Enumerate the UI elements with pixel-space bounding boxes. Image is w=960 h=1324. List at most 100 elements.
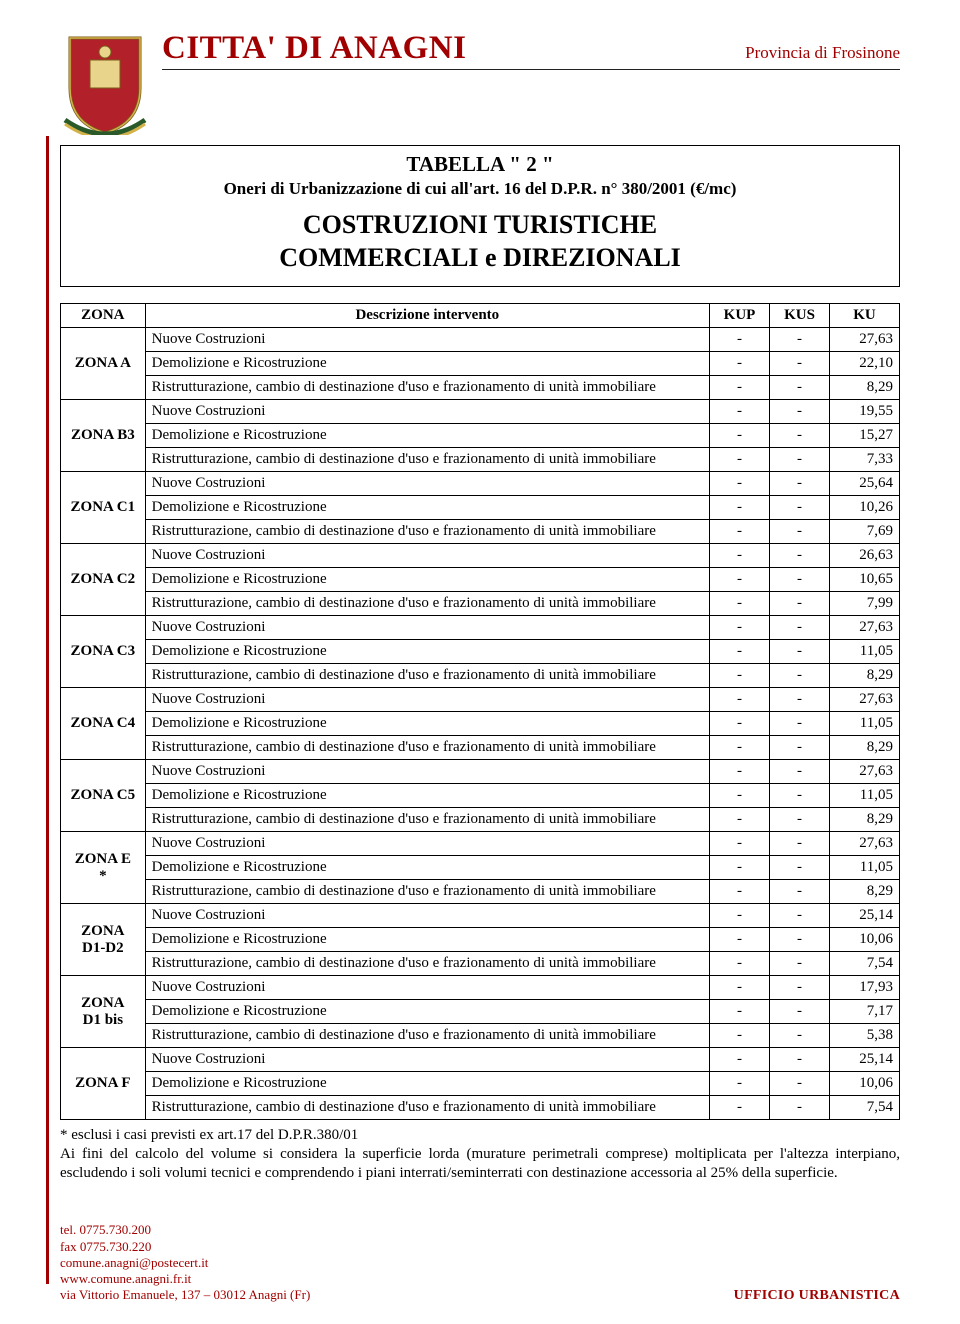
- desc-cell: Nuove Costruzioni: [145, 760, 709, 784]
- province-label: Provincia di Frosinone: [745, 43, 900, 63]
- desc-cell: Ristrutturazione, cambio di destinazione…: [145, 952, 709, 976]
- ku-cell: 11,05: [830, 640, 900, 664]
- kup-cell: -: [710, 712, 770, 736]
- kus-cell: -: [770, 328, 830, 352]
- footnote-line2: Ai fini del calcolo del volume si consid…: [60, 1146, 900, 1181]
- ku-cell: 22,10: [830, 352, 900, 376]
- table-title-box: TABELLA " 2 " Oneri di Urbanizzazione di…: [60, 145, 900, 287]
- desc-cell: Ristrutturazione, cambio di destinazione…: [145, 520, 709, 544]
- kup-cell: -: [710, 1024, 770, 1048]
- desc-cell: Ristrutturazione, cambio di destinazione…: [145, 376, 709, 400]
- kus-cell: -: [770, 544, 830, 568]
- kus-cell: -: [770, 1000, 830, 1024]
- zone-name-cell: ZONA E *: [61, 832, 146, 904]
- table-row: Demolizione e Ricostruzione--11,05: [61, 640, 900, 664]
- desc-cell: Nuove Costruzioni: [145, 328, 709, 352]
- table-header-row: ZONA Descrizione intervento KUP KUS KU: [61, 304, 900, 328]
- table-row: Demolizione e Ricostruzione--11,05: [61, 784, 900, 808]
- desc-cell: Demolizione e Ricostruzione: [145, 640, 709, 664]
- footer-fax: fax 0775.730.220: [60, 1239, 310, 1255]
- table-row: ZONA E *Nuove Costruzioni--27,63: [61, 832, 900, 856]
- kus-cell: -: [770, 520, 830, 544]
- ku-cell: 27,63: [830, 832, 900, 856]
- ku-cell: 8,29: [830, 736, 900, 760]
- page-header: CITTA' DI ANAGNI Provincia di Frosinone: [60, 30, 900, 135]
- ku-cell: 7,54: [830, 952, 900, 976]
- desc-cell: Demolizione e Ricostruzione: [145, 928, 709, 952]
- ku-cell: 11,05: [830, 856, 900, 880]
- ku-cell: 5,38: [830, 1024, 900, 1048]
- kus-cell: -: [770, 424, 830, 448]
- kus-cell: -: [770, 712, 830, 736]
- ku-cell: 19,55: [830, 400, 900, 424]
- desc-cell: Nuove Costruzioni: [145, 832, 709, 856]
- footnote-block: * esclusi i casi previsti ex art.17 del …: [60, 1126, 900, 1182]
- ku-cell: 10,65: [830, 568, 900, 592]
- table-row: Ristrutturazione, cambio di destinazione…: [61, 592, 900, 616]
- desc-cell: Nuove Costruzioni: [145, 904, 709, 928]
- kus-cell: -: [770, 496, 830, 520]
- city-crest-icon: [60, 30, 150, 135]
- kup-cell: -: [710, 640, 770, 664]
- zone-name-cell: ZONA C3: [61, 616, 146, 688]
- footnote-line1: * esclusi i casi previsti ex art.17 del …: [60, 1127, 358, 1143]
- kup-cell: -: [710, 424, 770, 448]
- desc-cell: Demolizione e Ricostruzione: [145, 424, 709, 448]
- desc-cell: Demolizione e Ricostruzione: [145, 568, 709, 592]
- kup-cell: -: [710, 976, 770, 1000]
- desc-cell: Nuove Costruzioni: [145, 688, 709, 712]
- kus-cell: -: [770, 760, 830, 784]
- table-row: Demolizione e Ricostruzione--10,06: [61, 928, 900, 952]
- footer-addr: via Vittorio Emanuele, 137 – 03012 Anagn…: [60, 1287, 310, 1303]
- ku-cell: 8,29: [830, 664, 900, 688]
- desc-cell: Demolizione e Ricostruzione: [145, 496, 709, 520]
- kup-cell: -: [710, 1000, 770, 1024]
- table-row: Demolizione e Ricostruzione--10,06: [61, 1072, 900, 1096]
- col-desc: Descrizione intervento: [145, 304, 709, 328]
- kup-cell: -: [710, 520, 770, 544]
- kus-cell: -: [770, 688, 830, 712]
- ku-cell: 8,29: [830, 880, 900, 904]
- ku-cell: 10,26: [830, 496, 900, 520]
- kus-cell: -: [770, 352, 830, 376]
- kus-cell: -: [770, 976, 830, 1000]
- ku-cell: 25,14: [830, 1048, 900, 1072]
- table-name: TABELLA " 2 ": [71, 152, 889, 177]
- kus-cell: -: [770, 808, 830, 832]
- kup-cell: -: [710, 472, 770, 496]
- kup-cell: -: [710, 856, 770, 880]
- kus-cell: -: [770, 1048, 830, 1072]
- kup-cell: -: [710, 808, 770, 832]
- table-row: Demolizione e Ricostruzione--22,10: [61, 352, 900, 376]
- ku-cell: 7,54: [830, 1096, 900, 1120]
- desc-cell: Ristrutturazione, cambio di destinazione…: [145, 736, 709, 760]
- kup-cell: -: [710, 664, 770, 688]
- desc-cell: Nuove Costruzioni: [145, 472, 709, 496]
- table-row: Ristrutturazione, cambio di destinazione…: [61, 1024, 900, 1048]
- zones-table: ZONA Descrizione intervento KUP KUS KU Z…: [60, 303, 900, 1120]
- table-row: Ristrutturazione, cambio di destinazione…: [61, 880, 900, 904]
- zone-name-cell: ZONA C1: [61, 472, 146, 544]
- kus-cell: -: [770, 904, 830, 928]
- desc-cell: Ristrutturazione, cambio di destinazione…: [145, 448, 709, 472]
- ku-cell: 7,33: [830, 448, 900, 472]
- table-subtitle: Oneri di Urbanizzazione di cui all'art. …: [71, 179, 889, 199]
- table-row: Ristrutturazione, cambio di destinazione…: [61, 952, 900, 976]
- kup-cell: -: [710, 760, 770, 784]
- kus-cell: -: [770, 616, 830, 640]
- col-ku: KU: [830, 304, 900, 328]
- kup-cell: -: [710, 1096, 770, 1120]
- footer-tel: tel. 0775.730.200: [60, 1222, 310, 1238]
- desc-cell: Nuove Costruzioni: [145, 616, 709, 640]
- table-row: ZONA C1Nuove Costruzioni--25,64: [61, 472, 900, 496]
- col-kus: KUS: [770, 304, 830, 328]
- table-row: ZONA FNuove Costruzioni--25,14: [61, 1048, 900, 1072]
- table-row: Ristrutturazione, cambio di destinazione…: [61, 520, 900, 544]
- ku-cell: 11,05: [830, 784, 900, 808]
- kup-cell: -: [710, 544, 770, 568]
- kup-cell: -: [710, 400, 770, 424]
- desc-cell: Demolizione e Ricostruzione: [145, 856, 709, 880]
- ku-cell: 25,64: [830, 472, 900, 496]
- kus-cell: -: [770, 928, 830, 952]
- desc-cell: Nuove Costruzioni: [145, 400, 709, 424]
